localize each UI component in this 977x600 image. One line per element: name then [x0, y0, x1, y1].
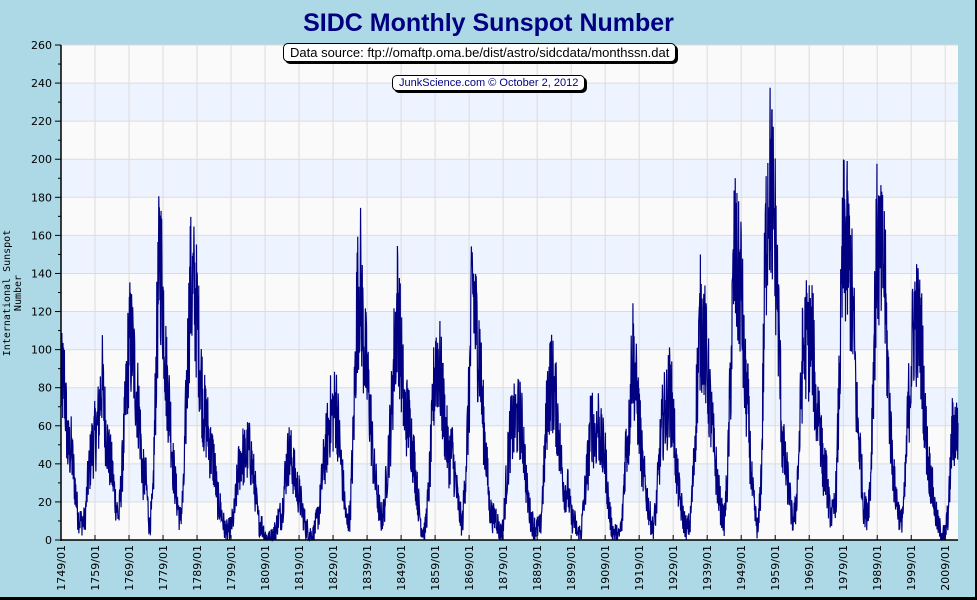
background-band [61, 159, 958, 198]
y-tick-label: 40 [38, 458, 52, 471]
x-tick-label: 1829/01 [327, 545, 340, 591]
y-tick-label: 20 [38, 496, 52, 509]
data-source-note: Data source: ftp://omaftp.oma.be/dist/as… [283, 43, 677, 62]
x-tick-label: 1769/01 [123, 545, 136, 591]
x-tick-label: 1969/01 [803, 545, 816, 591]
x-tick-label: 2009/01 [939, 545, 952, 591]
background-band [61, 197, 958, 236]
y-tick-label: 160 [31, 229, 52, 242]
x-tick-label: 1959/01 [769, 545, 782, 591]
x-tick-label: 1939/01 [701, 545, 714, 591]
y-tick-label: 0 [45, 534, 52, 547]
x-tick-label: 1889/01 [531, 545, 544, 591]
x-tick-label: 1779/01 [157, 545, 170, 591]
y-tick-label: 140 [31, 267, 52, 280]
x-tick-label: 1859/01 [429, 545, 442, 591]
x-tick-label: 1789/01 [191, 545, 204, 591]
y-tick-label: 120 [31, 306, 52, 319]
y-tick-label: 200 [31, 153, 52, 166]
y-tick-label: 180 [31, 191, 52, 204]
x-tick-label: 1839/01 [361, 545, 374, 591]
background-band [61, 121, 958, 160]
y-tick-label: 220 [31, 115, 52, 128]
x-tick-label: 1819/01 [293, 545, 306, 591]
x-tick-label: 1869/01 [463, 545, 476, 591]
chart-title: SIDC Monthly Sunspot Number [303, 9, 674, 37]
background-band [61, 235, 958, 274]
x-tick-label: 1909/01 [599, 545, 612, 591]
x-tick-label: 1899/01 [565, 545, 578, 591]
x-tick-label: 1879/01 [497, 545, 510, 591]
y-axis-ticks: 0 20 40 60 80 100 120 140 160 180 200 220 240 260 [31, 39, 61, 547]
x-tick-label: 1749/01 [55, 545, 68, 591]
data-series [60, 87, 959, 543]
x-tick-label: 1989/01 [871, 545, 884, 591]
x-tick-label: 1759/01 [89, 545, 102, 591]
x-tick-label: 1799/01 [225, 545, 238, 591]
background-band [61, 501, 958, 540]
credit-note: JunkScience.com © October 2, 2012 [392, 75, 586, 91]
x-tick-label: 1949/01 [735, 545, 748, 591]
y-tick-label: 100 [31, 344, 52, 357]
y-tick-label: 260 [31, 39, 52, 52]
y-axis-label: International Sunspot Number [2, 229, 24, 357]
y-tick-label: 80 [38, 382, 52, 395]
sunspot-line [60, 87, 959, 543]
x-tick-label: 1999/01 [905, 545, 918, 591]
x-tick-label: 1809/01 [259, 545, 272, 591]
y-tick-label: 240 [31, 77, 52, 90]
x-tick-label: 1979/01 [837, 545, 850, 591]
x-tick-label: 1849/01 [395, 545, 408, 591]
x-tick-label: 1929/01 [667, 545, 680, 591]
x-axis-ticks: 1749/01 1759/01 1769/01 1779/01 1789/01 1799/… [55, 535, 952, 591]
x-tick-label: 1919/01 [633, 545, 646, 591]
gridlines [61, 44, 958, 540]
y-tick-label: 60 [38, 420, 52, 433]
